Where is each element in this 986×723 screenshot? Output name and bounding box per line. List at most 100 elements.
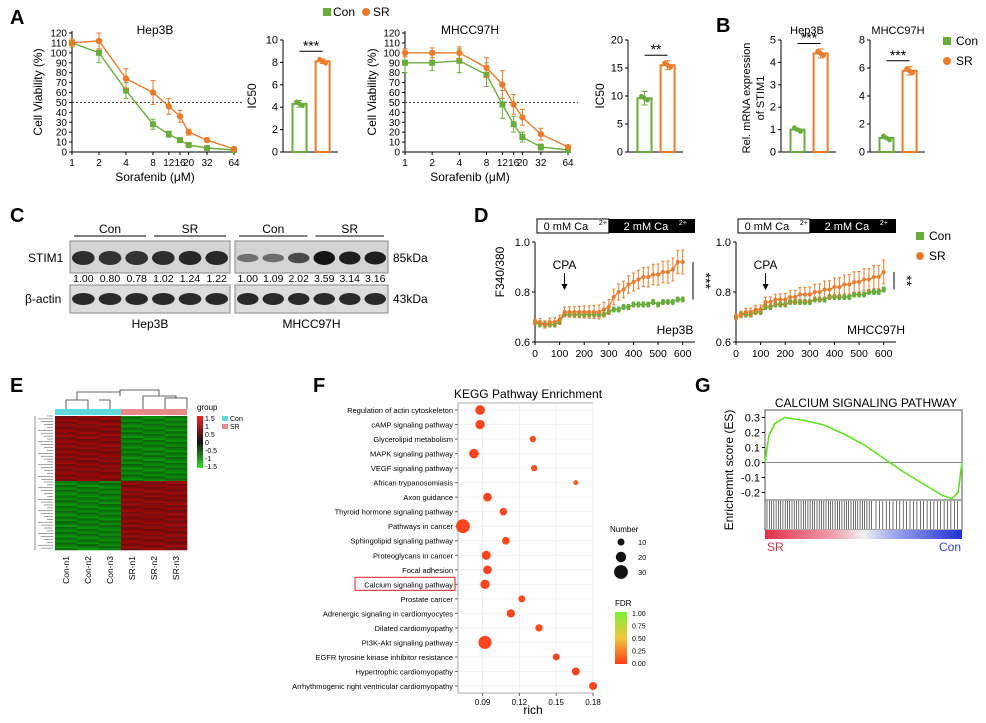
trace-point xyxy=(871,275,876,279)
pathway-label: Proteoglycans in cancer xyxy=(373,551,454,560)
heatmap-cell xyxy=(99,423,122,425)
heatmap-cell xyxy=(99,538,122,540)
group-label: SR xyxy=(182,222,199,236)
heatmap-cell xyxy=(77,448,100,450)
heatmap-cell xyxy=(55,491,78,493)
heatmap-cell xyxy=(143,459,166,461)
trace-point xyxy=(621,305,626,309)
heatmap-cell xyxy=(165,500,188,502)
pathway-dot xyxy=(480,579,490,590)
heatmap-cell xyxy=(99,525,122,527)
heatmap-cell xyxy=(121,434,144,436)
panel-d-legend: Con SR xyxy=(916,229,951,263)
heatmap-cell xyxy=(165,536,188,538)
heatmap-cell xyxy=(121,435,144,437)
data-point-sr xyxy=(499,81,506,88)
heatmap-cell xyxy=(121,468,144,470)
heatmap-cell xyxy=(55,419,78,422)
heatmap-cell xyxy=(77,471,100,473)
heatmap-cell xyxy=(143,430,166,432)
heatmap-cell xyxy=(165,437,188,439)
heatmap-cell xyxy=(165,495,188,497)
heatmap-cell xyxy=(99,455,122,457)
heatmap-cell xyxy=(165,507,188,510)
heatmap-cell xyxy=(99,481,122,483)
band-quantification: 1.24 xyxy=(180,273,201,285)
heatmap-cell xyxy=(55,467,78,469)
heatmap-cell xyxy=(165,541,188,543)
x-tick-label: 32 xyxy=(201,158,213,169)
heatmap-cell xyxy=(55,511,78,513)
trace-point xyxy=(748,310,753,314)
panel-b-legend: Con SR xyxy=(943,34,978,68)
heatmap-cell xyxy=(55,534,78,536)
trace-point xyxy=(626,282,631,287)
heatmap-cell xyxy=(77,472,100,474)
trace-point xyxy=(788,295,793,299)
y-tick-label: 100 xyxy=(383,48,400,59)
actin-band xyxy=(125,293,148,305)
heatmap-cell xyxy=(121,529,144,532)
heatmap-cell xyxy=(121,490,144,492)
heatmap-cell xyxy=(121,527,144,529)
heatmap-cell xyxy=(165,424,188,426)
actin-band xyxy=(98,293,122,305)
heatmap-cell xyxy=(99,416,122,418)
heatmap-cell xyxy=(55,485,78,488)
heatmap-cell xyxy=(77,538,100,540)
mhcc97h-calcium-chart: 0.6 0.8 1.0 0 100 200 300 400 500 600 0 mM Ca 2+ 2 m… xyxy=(716,218,915,360)
heatmap-cell xyxy=(165,532,188,535)
heatmap-cell xyxy=(121,479,144,481)
trace-point xyxy=(537,320,542,324)
heatmap-cell xyxy=(55,461,78,464)
y-axis-label: IC50 xyxy=(245,83,259,109)
heatmap-cell xyxy=(165,417,188,420)
cpa-label: CPA xyxy=(754,258,778,272)
heatmap-cell xyxy=(77,426,100,428)
heatmap-cell xyxy=(99,478,122,480)
heatmap-cell xyxy=(99,475,122,477)
heatmap-cell xyxy=(121,496,144,498)
trace-point xyxy=(817,290,822,294)
heatmap-cell xyxy=(121,543,144,545)
data-point-sr xyxy=(401,49,409,57)
heatmap-cell xyxy=(121,502,144,504)
heatmap-cell xyxy=(165,528,188,531)
pathway-label: Adrenergic signaling in cardiomyocytes xyxy=(323,609,453,618)
heatmap-cell xyxy=(143,418,166,421)
cpa-label: CPA xyxy=(553,258,577,272)
heatmap-cell xyxy=(121,440,144,443)
data-point-sr xyxy=(122,75,130,82)
heatmap-cell xyxy=(165,512,188,514)
heatmap-cell xyxy=(165,450,188,452)
heatmap-cell xyxy=(143,495,166,497)
data-point-sr xyxy=(483,64,490,71)
y-tick-label: 80 xyxy=(389,68,401,79)
colorbar-tick: 0 xyxy=(205,440,209,447)
heatmap-cell xyxy=(55,514,78,516)
heatmap-cell xyxy=(55,477,78,479)
stim1-band xyxy=(288,252,310,264)
chart-title: KEGG Pathway Enrichment xyxy=(454,387,603,401)
x-tick-label: 400 xyxy=(826,348,844,360)
heatmap-cell xyxy=(77,451,100,453)
heatmap-cell xyxy=(55,475,78,477)
mhcc97h-mrna-chart: MHCC97H 0 2 4 6 8 *** xyxy=(859,25,925,159)
heatmap-cell xyxy=(77,498,100,500)
heatmap-cell xyxy=(99,425,122,427)
heatmap-cell xyxy=(143,536,166,538)
heatmap-cell xyxy=(77,518,100,520)
data-point-sr xyxy=(95,37,103,45)
calcium-2mm-bar xyxy=(608,219,695,233)
data-point-sr xyxy=(519,114,526,121)
heatmap-cell xyxy=(77,452,100,454)
pathway-dot xyxy=(535,624,543,632)
heatmap-cell xyxy=(55,504,78,506)
trace-point xyxy=(656,272,661,277)
heatmap-cell xyxy=(77,490,100,492)
band-quantification: 1.00 xyxy=(73,273,94,285)
heatmap-cell xyxy=(55,510,78,513)
trace-point xyxy=(876,275,881,279)
y-tick-label: 90 xyxy=(389,58,401,69)
heatmap-cell xyxy=(77,476,100,478)
